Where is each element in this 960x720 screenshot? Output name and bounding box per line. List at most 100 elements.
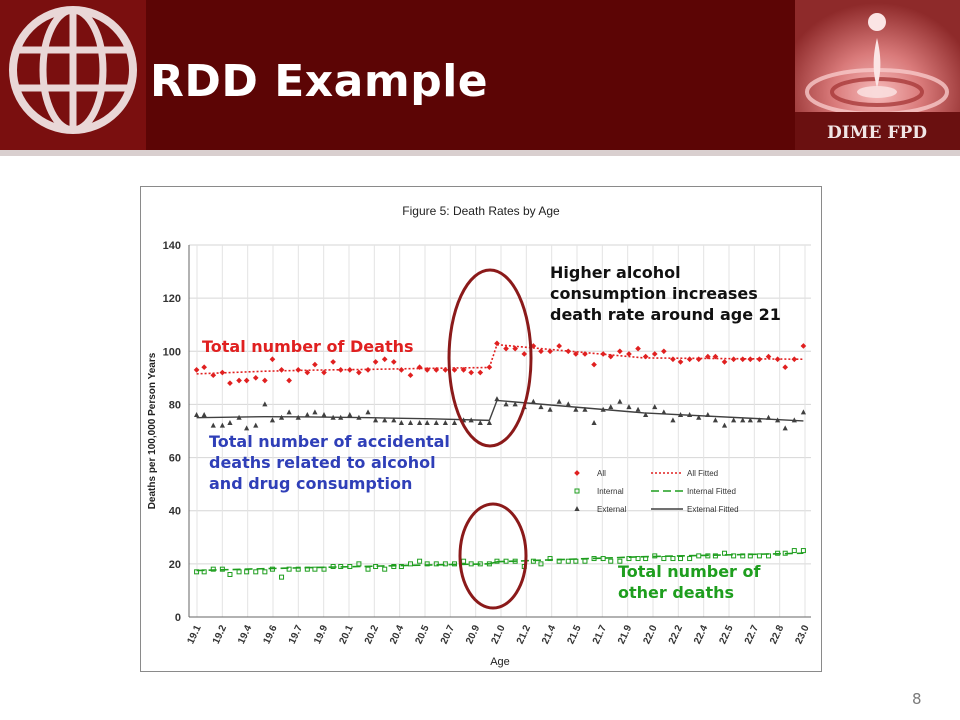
point-all <box>686 356 693 363</box>
x-tick-label: 20.7 <box>439 623 457 646</box>
x-tick-label: 22.4 <box>692 623 710 646</box>
point-all <box>312 361 318 368</box>
legend-marker <box>574 488 580 494</box>
point-internal <box>661 556 667 562</box>
legend-entry: External <box>597 505 627 514</box>
annotation-other-deaths: Total number of other deaths <box>618 562 761 602</box>
point-all <box>451 367 458 373</box>
point-all <box>416 364 423 371</box>
point-internal <box>433 561 439 567</box>
y-tick-label: 0 <box>175 612 181 624</box>
point-external <box>661 409 667 415</box>
point-internal <box>262 569 268 575</box>
point-all <box>765 353 772 360</box>
point-internal <box>201 569 207 575</box>
point-external <box>278 414 285 420</box>
point-all <box>600 351 606 357</box>
legend-entry: External Fitted <box>687 505 739 514</box>
point-all <box>747 356 754 363</box>
point-external <box>330 414 336 420</box>
point-external <box>756 417 763 423</box>
point-internal <box>600 556 606 562</box>
y-tick-label: 40 <box>169 506 181 518</box>
fitted-line-external-fitted-right <box>496 399 804 422</box>
point-external <box>356 414 362 420</box>
point-all <box>494 340 500 347</box>
point-internal <box>800 548 806 554</box>
point-external <box>451 420 458 426</box>
point-all <box>670 356 676 363</box>
point-internal <box>696 553 702 559</box>
x-tick-label: 21.2 <box>515 623 533 646</box>
point-internal <box>330 564 336 570</box>
fitted-line-internal-fitted-jump <box>489 560 498 565</box>
point-external <box>373 417 379 423</box>
point-all <box>210 372 217 379</box>
legend-marker <box>574 470 580 476</box>
point-internal <box>756 553 762 559</box>
point-all <box>774 356 781 363</box>
annotation-total-deaths: Total number of Deaths <box>202 337 414 356</box>
point-all <box>782 364 789 371</box>
point-external <box>193 412 200 418</box>
point-internal <box>547 556 553 562</box>
point-internal <box>722 550 728 556</box>
x-tick-label: 20.2 <box>363 623 381 646</box>
point-all <box>201 364 207 371</box>
point-external <box>677 412 684 418</box>
x-tick-label: 22.2 <box>667 623 685 646</box>
highlight-ellipse-lower <box>458 502 528 610</box>
point-all <box>219 369 226 376</box>
point-internal <box>321 566 327 572</box>
point-internal <box>461 558 467 564</box>
x-tick-label: 19.1 <box>186 623 204 646</box>
y-axis-label: Deaths per 100,000 Person Years <box>147 352 158 509</box>
point-internal <box>512 558 518 564</box>
point-internal <box>286 566 292 572</box>
point-all <box>617 348 623 355</box>
point-all <box>468 369 475 376</box>
point-external <box>442 420 448 426</box>
point-external <box>338 414 344 420</box>
point-external <box>582 406 588 412</box>
point-external <box>652 404 658 410</box>
point-all <box>442 367 449 373</box>
point-external <box>407 420 414 426</box>
point-all <box>512 345 518 352</box>
point-external <box>643 412 649 418</box>
point-internal <box>486 561 492 567</box>
legend-marker <box>574 506 580 511</box>
point-internal <box>194 569 200 575</box>
point-internal <box>635 556 641 562</box>
point-external <box>530 398 536 404</box>
point-internal <box>626 556 632 562</box>
dime-fpd-label: DIME FPD <box>827 123 927 143</box>
point-external <box>227 420 233 426</box>
point-internal <box>279 574 285 580</box>
point-all <box>252 375 259 381</box>
x-tick-label: 19.2 <box>211 623 229 646</box>
point-internal <box>565 558 571 564</box>
x-tick-label: 22.5 <box>718 623 736 646</box>
y-tick-label: 140 <box>163 240 181 252</box>
point-internal <box>312 566 318 572</box>
fitted-line-all-fitted-jump <box>488 344 498 368</box>
point-all <box>626 351 632 357</box>
point-all <box>721 359 728 365</box>
point-external <box>477 420 483 426</box>
point-all <box>547 348 553 355</box>
point-all <box>503 345 509 352</box>
point-external <box>468 417 474 423</box>
point-external <box>365 409 371 415</box>
point-external <box>312 409 318 415</box>
point-external <box>775 417 781 423</box>
point-external <box>565 401 571 407</box>
point-external <box>721 422 728 428</box>
point-external <box>424 420 430 426</box>
slide-title: RDD Example <box>150 56 489 107</box>
legend-entry: Internal Fitted <box>687 487 736 496</box>
point-internal <box>356 561 362 567</box>
fitted-line-internal-fitted-left <box>196 563 490 572</box>
point-all <box>407 372 414 379</box>
point-all <box>486 364 493 371</box>
